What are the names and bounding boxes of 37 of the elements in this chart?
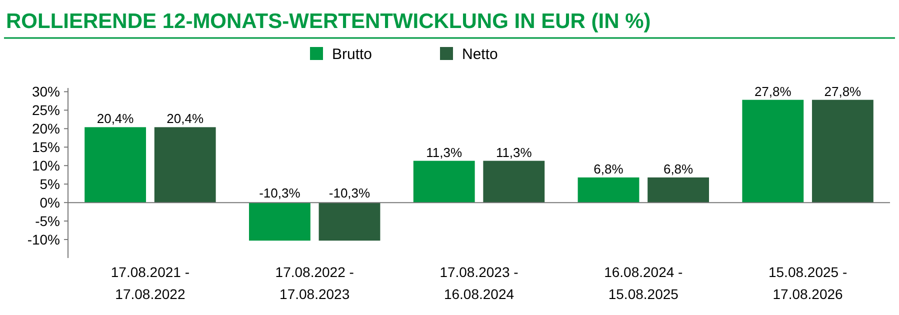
y-tick-label: 25% [32,102,60,118]
y-tick-label: 0% [40,194,60,210]
y-tick-label: -10% [27,231,60,248]
y-tick-label: -5% [35,212,60,229]
data-label: 20,4% [166,111,204,126]
bar [318,202,380,241]
data-label: 27,8% [754,84,792,99]
data-label: -10,3% [259,186,301,201]
bar [812,100,874,203]
data-label: -10,3% [328,186,371,201]
bar [248,202,310,241]
data-label: 11,3% [496,144,532,160]
chart-title: ROLLIERENDE 12-MONATS-WERTENTWICKLUNG IN EUR (IN %) [6,10,651,33]
y-tick-label: 20% [32,120,60,137]
data-label: 6,8% [594,161,624,176]
data-label: 11,3% [426,144,462,160]
y-tick-label: 10% [32,158,60,174]
x-tick-label: 16.08.2024 - 15.08.2025 [604,264,684,302]
bar [413,160,475,203]
bar [742,100,804,203]
bar [483,160,545,203]
y-tick-label: 15% [32,139,60,156]
data-label: 20,4% [96,111,134,126]
bar [84,127,146,203]
x-tick-label: 17.08.2022 - 17.08.2023 [275,264,354,302]
y-tick-label: 5% [40,176,60,192]
bar [154,127,216,203]
bar [578,177,640,203]
x-tick-label: 17.08.2021 - 17.08.2022 [110,264,190,302]
legend-label: Brutto [332,46,372,63]
bar [648,177,710,203]
y-tick-label: 30% [32,84,60,100]
data-label: 6,8% [663,161,694,176]
x-tick-label: 15.08.2025 - 17.08.2026 [768,264,848,302]
legend-label: Netto [462,46,498,63]
data-label: 27,8% [824,84,862,99]
x-tick-label: 17.08.2023 - 16.08.2024 [440,264,519,302]
